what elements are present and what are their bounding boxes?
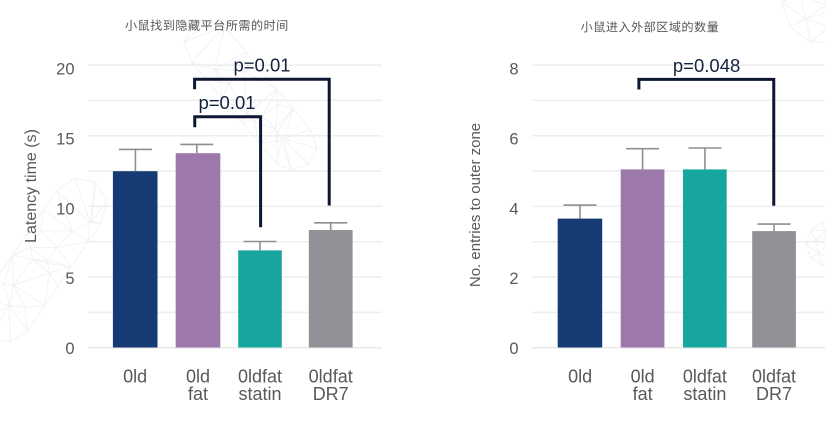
svg-text:0ldfat: 0ldfat	[238, 367, 282, 387]
svg-text:statin: statin	[238, 384, 281, 404]
svg-text:20: 20	[56, 60, 74, 78]
svg-text:15: 15	[56, 130, 74, 148]
svg-text:DR7: DR7	[756, 384, 792, 404]
svg-text:p=0.048: p=0.048	[673, 55, 740, 76]
svg-text:5: 5	[65, 270, 74, 288]
svg-text:0ld: 0ld	[186, 367, 210, 387]
svg-text:0ldfat: 0ldfat	[752, 367, 796, 387]
svg-text:fat: fat	[633, 384, 653, 404]
svg-text:8: 8	[509, 60, 518, 78]
svg-text:4: 4	[509, 200, 518, 218]
svg-text:0ld: 0ld	[631, 367, 655, 387]
svg-text:0ld: 0ld	[568, 367, 592, 387]
svg-text:No. entries to outer zone: No. entries to outer zone	[467, 123, 484, 287]
svg-text:10: 10	[56, 200, 74, 218]
svg-text:p=0.01: p=0.01	[233, 55, 290, 76]
svg-text:2: 2	[509, 270, 518, 288]
svg-text:0ldfat: 0ldfat	[309, 367, 353, 387]
svg-text:0: 0	[65, 340, 74, 358]
svg-text:statin: statin	[683, 384, 726, 404]
svg-text:fat: fat	[188, 384, 208, 404]
svg-text:0ldfat: 0ldfat	[683, 367, 727, 387]
svg-text:p=0.01: p=0.01	[198, 92, 255, 113]
svg-text:DR7: DR7	[313, 384, 349, 404]
svg-text:Latency time (s): Latency time (s)	[23, 129, 40, 243]
svg-text:0: 0	[509, 340, 518, 358]
svg-text:6: 6	[509, 130, 518, 148]
svg-text:0ld: 0ld	[123, 367, 147, 387]
